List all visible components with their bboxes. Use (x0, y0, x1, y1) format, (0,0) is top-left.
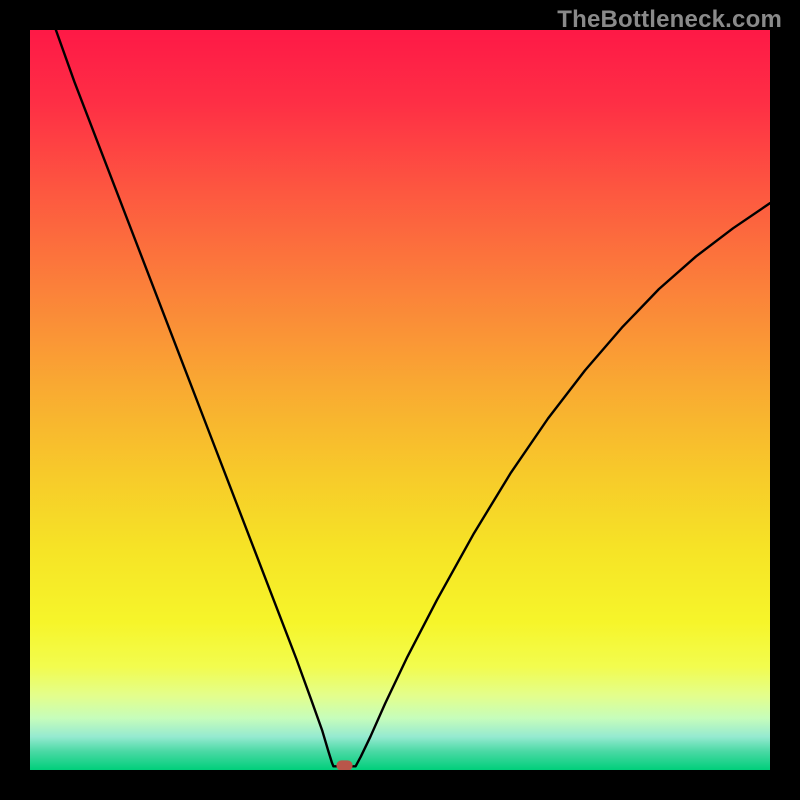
min-marker (336, 760, 352, 770)
chart-frame: TheBottleneck.com (0, 0, 800, 800)
chart-svg (30, 30, 770, 770)
gradient-background (30, 30, 770, 770)
plot-area (30, 30, 770, 770)
